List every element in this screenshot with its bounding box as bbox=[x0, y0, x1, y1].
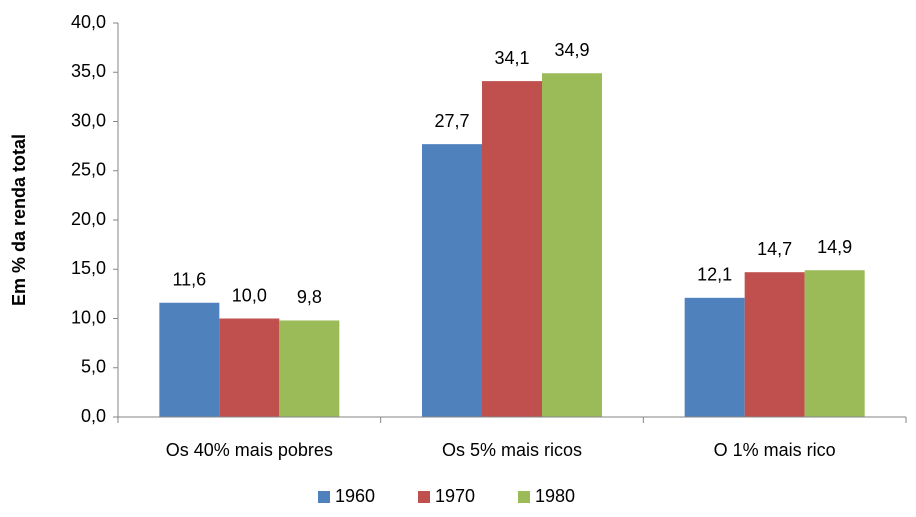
data-label: 34,1 bbox=[494, 48, 529, 68]
legend-swatch bbox=[518, 491, 530, 503]
legend-label: 1970 bbox=[435, 486, 475, 506]
bar bbox=[744, 272, 805, 417]
x-tick-label: Os 5% mais ricos bbox=[442, 440, 582, 460]
y-tick-label: 25,0 bbox=[71, 160, 106, 180]
y-tick-label: 40,0 bbox=[71, 12, 106, 32]
y-tick-label: 15,0 bbox=[71, 258, 106, 278]
data-label: 14,9 bbox=[817, 237, 852, 257]
data-label: 10,0 bbox=[232, 285, 267, 305]
x-tick-label: Os 40% mais pobres bbox=[166, 440, 333, 460]
bar bbox=[422, 144, 482, 417]
data-label: 14,7 bbox=[757, 239, 792, 259]
data-label: 34,9 bbox=[554, 40, 589, 60]
data-label: 9,8 bbox=[297, 287, 322, 307]
x-tick-label: O 1% mais rico bbox=[714, 440, 836, 460]
legend-label: 1960 bbox=[335, 486, 375, 506]
data-label: 27,7 bbox=[434, 111, 469, 131]
legend-label: 1980 bbox=[535, 486, 575, 506]
legend-swatch bbox=[418, 491, 430, 503]
bar bbox=[542, 73, 602, 418]
bar bbox=[804, 270, 865, 417]
y-tick-label: 5,0 bbox=[81, 357, 106, 377]
y-tick-label: 20,0 bbox=[71, 209, 106, 229]
legend-swatch bbox=[318, 491, 330, 503]
y-tick-label: 0,0 bbox=[81, 406, 106, 426]
y-tick-label: 10,0 bbox=[71, 307, 106, 327]
y-tick-label: 30,0 bbox=[71, 110, 106, 130]
y-tick-label: 35,0 bbox=[71, 61, 106, 81]
y-axis-label: Em % da renda total bbox=[9, 134, 29, 306]
bar bbox=[219, 318, 280, 417]
data-label: 12,1 bbox=[697, 265, 732, 285]
bar bbox=[159, 302, 220, 417]
bar bbox=[279, 320, 340, 417]
bar bbox=[684, 297, 745, 417]
data-label: 11,6 bbox=[172, 269, 206, 289]
bar bbox=[482, 81, 542, 418]
